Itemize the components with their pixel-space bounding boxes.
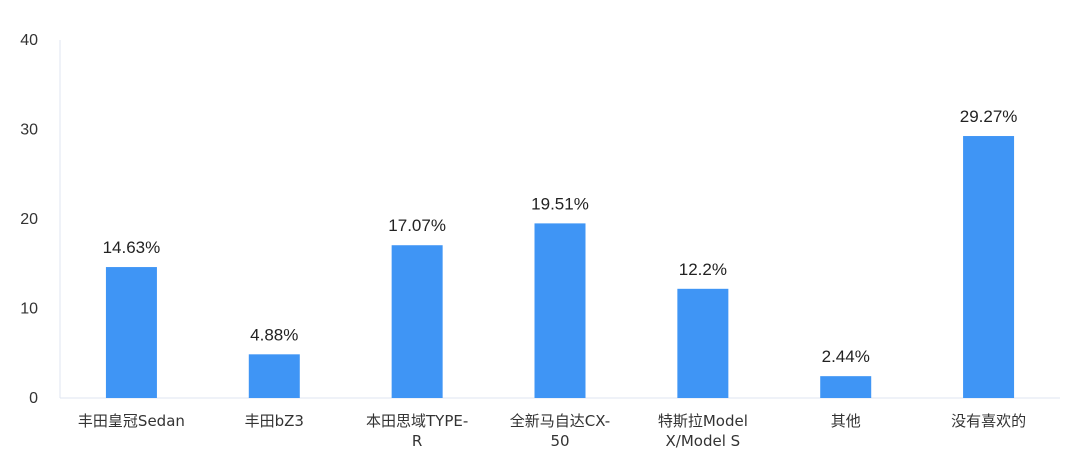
y-tick-label: 20 bbox=[20, 211, 38, 228]
y-tick-label: 40 bbox=[20, 32, 38, 49]
category-label: 丰田bZ3 bbox=[245, 412, 304, 430]
bar[interactable] bbox=[963, 136, 1015, 398]
data-label: 29.27% bbox=[960, 107, 1018, 126]
bar[interactable] bbox=[534, 223, 586, 398]
category-label: 本田思域TYPE- bbox=[366, 412, 468, 430]
data-label: 14.63% bbox=[103, 238, 161, 257]
data-label: 4.88% bbox=[250, 325, 298, 344]
category-label: 50 bbox=[550, 432, 569, 450]
category-label: 其他 bbox=[831, 412, 861, 430]
bar[interactable] bbox=[391, 245, 443, 398]
category-label: 没有喜欢的 bbox=[951, 412, 1026, 430]
category-label: 特斯拉Model bbox=[658, 412, 748, 430]
data-label: 19.51% bbox=[531, 194, 589, 213]
data-label: 12.2% bbox=[679, 260, 727, 279]
y-tick-label: 10 bbox=[20, 301, 38, 318]
y-tick-label: 30 bbox=[20, 122, 38, 139]
category-label: R bbox=[412, 432, 422, 450]
bar[interactable] bbox=[820, 376, 872, 398]
category-label: 全新马自达CX- bbox=[510, 412, 610, 430]
bar[interactable] bbox=[677, 288, 729, 398]
y-tick-label: 0 bbox=[29, 390, 38, 407]
data-label: 2.44% bbox=[822, 347, 870, 366]
bar[interactable] bbox=[248, 354, 300, 398]
category-label: X/Model S bbox=[666, 432, 741, 450]
category-label: 丰田皇冠Sedan bbox=[78, 412, 185, 430]
bar[interactable] bbox=[105, 267, 157, 398]
data-label: 17.07% bbox=[388, 216, 446, 235]
